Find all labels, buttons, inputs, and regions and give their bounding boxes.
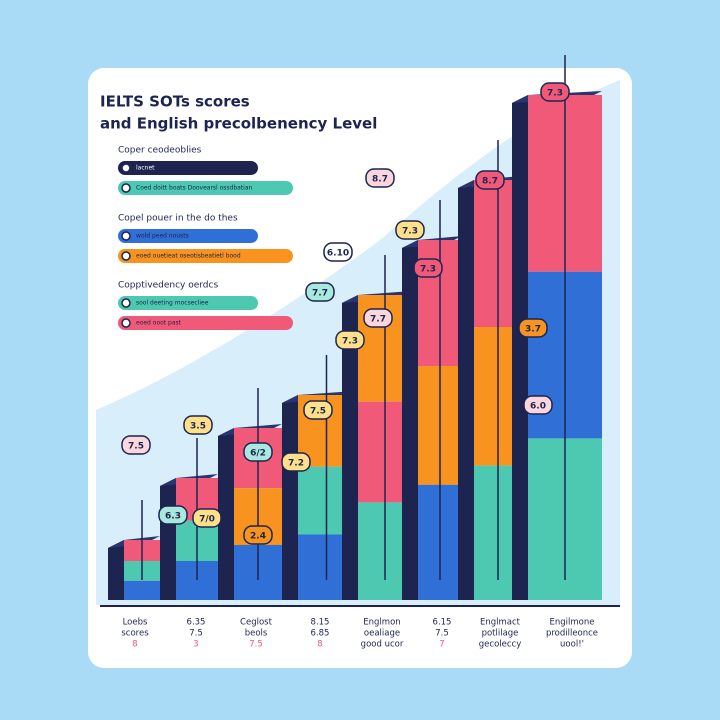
bubble — [158, 505, 188, 525]
bar-side — [218, 428, 234, 600]
bubble — [305, 282, 335, 302]
axis-label: oealiage — [364, 629, 400, 639]
legend-item: eoed ooot past — [136, 320, 182, 327]
axis-labels: Loebsscores86.357.53Ceglostbeols7.58.156… — [100, 605, 620, 650]
bubble — [323, 242, 353, 262]
legend-dot — [121, 163, 131, 173]
bars: 7.5 3.5 6.3 7/0 6/2 2.4 7.2 7.7 7.3 6.10 7.5 8.7 7.7… — [108, 55, 602, 600]
bubble — [413, 258, 443, 278]
legend-pill — [118, 296, 258, 310]
legend-dot — [121, 183, 131, 193]
axis-label: beols — [245, 629, 268, 639]
bubble-label: 7.3 — [402, 227, 418, 237]
axis-label: 6.15 — [433, 618, 452, 628]
axis-label: 8.15 — [311, 618, 330, 628]
legend-item: eoed ouetieat oseotisbeatietl bood — [136, 253, 241, 260]
legend-heading: Copel pouer in the do thes — [118, 214, 238, 224]
bubble-label: 7/0 — [199, 515, 215, 525]
axis-label: 6.85 — [311, 629, 330, 639]
bar-side — [108, 540, 124, 600]
legend-pill — [118, 249, 293, 263]
bubble-label: 7.3 — [342, 337, 358, 347]
legend-dot — [121, 231, 131, 241]
axis-label: 7 — [439, 640, 444, 650]
bubble-label: 8.7 — [372, 175, 388, 185]
bubble — [192, 508, 222, 528]
bubble — [518, 318, 548, 338]
bar-side — [342, 295, 358, 600]
axis-label: Loebs — [123, 618, 148, 628]
axis-label: 7.5 — [435, 629, 449, 639]
bubble-label: 7.7 — [312, 289, 328, 299]
bubble-label: 6.10 — [327, 249, 349, 259]
bubble-label: 7.3 — [420, 265, 436, 275]
axis-label: good ucor — [361, 640, 404, 650]
axis-label: 3 — [193, 640, 198, 650]
axis-label: Englmact — [480, 618, 521, 628]
bar-side — [512, 95, 528, 600]
axis-label: potlilage — [482, 629, 519, 639]
bubble-label: 7.5 — [128, 442, 144, 452]
bubble-label: 7.5 — [310, 407, 326, 417]
axis-label: scores — [121, 629, 149, 639]
bubble — [335, 330, 365, 350]
legend-heading: Coper ceodeoblies — [118, 146, 202, 156]
axis-label: 8 — [317, 640, 322, 650]
legend-pill — [118, 161, 258, 175]
legend-item: lacnet — [136, 165, 155, 172]
bubble — [121, 435, 151, 455]
axis-label: 6.35 — [187, 618, 206, 628]
bubble — [365, 168, 395, 188]
axis-label: Ceglost — [240, 618, 273, 628]
axis-label: prodilleonce — [546, 629, 598, 639]
legend-heading: Copptivedency oerdcs — [118, 281, 218, 291]
title-line: IELTS SOTs scores — [100, 93, 250, 111]
bubble-label: 7.2 — [288, 459, 304, 469]
bubble-label: 7.7 — [370, 315, 386, 325]
legend-pill — [118, 181, 293, 195]
bar-side — [160, 478, 176, 600]
legend-item: Coed doitt boats Doovearsl ossdbatian — [136, 185, 253, 192]
bubble-label: 8.7 — [482, 177, 498, 187]
bubble — [243, 525, 273, 545]
bar-side — [458, 180, 474, 600]
axis-label: 7.5 — [189, 629, 203, 639]
bubble-label: 6.0 — [530, 402, 546, 412]
legend-pill — [118, 316, 293, 330]
axis-label: 7.5 — [249, 640, 263, 650]
bubble — [363, 308, 393, 328]
legend-dot — [121, 298, 131, 308]
axis-label: uool!' — [560, 640, 584, 650]
bubble-label: 2.4 — [250, 532, 266, 542]
title-line: and English precolbenency Level — [100, 115, 377, 133]
legend-pill — [118, 229, 258, 243]
bubble-label: 3.5 — [190, 422, 206, 432]
bubble — [183, 415, 213, 435]
legend-dot — [121, 318, 131, 328]
bubble — [540, 82, 570, 102]
legend-item: sool deeting mocsecliee — [136, 300, 209, 307]
axis-label: Englmon — [363, 618, 400, 628]
bar-side — [402, 240, 418, 600]
bubble — [281, 452, 311, 472]
bubble — [303, 400, 333, 420]
axis-label: Engilmone — [550, 618, 595, 628]
bubble — [395, 220, 425, 240]
bar-band — [124, 580, 160, 600]
legend: Coper ceodeoblies lacnet Coed doitt boats … — [118, 146, 293, 330]
bubble — [523, 395, 553, 415]
legend-dot — [121, 251, 131, 261]
legend-item: wold peed nousts — [136, 233, 189, 240]
bubble — [475, 170, 505, 190]
bubble — [243, 442, 273, 462]
bubble-label: 6.3 — [165, 512, 181, 522]
bar-side — [282, 395, 298, 600]
axis-label: 8 — [132, 640, 137, 650]
bubble-label: 7.3 — [547, 89, 563, 99]
bubble-label: 3.7 — [525, 325, 541, 335]
bubble-label: 6/2 — [250, 449, 266, 459]
axis-label: gecoleccy — [479, 640, 521, 650]
